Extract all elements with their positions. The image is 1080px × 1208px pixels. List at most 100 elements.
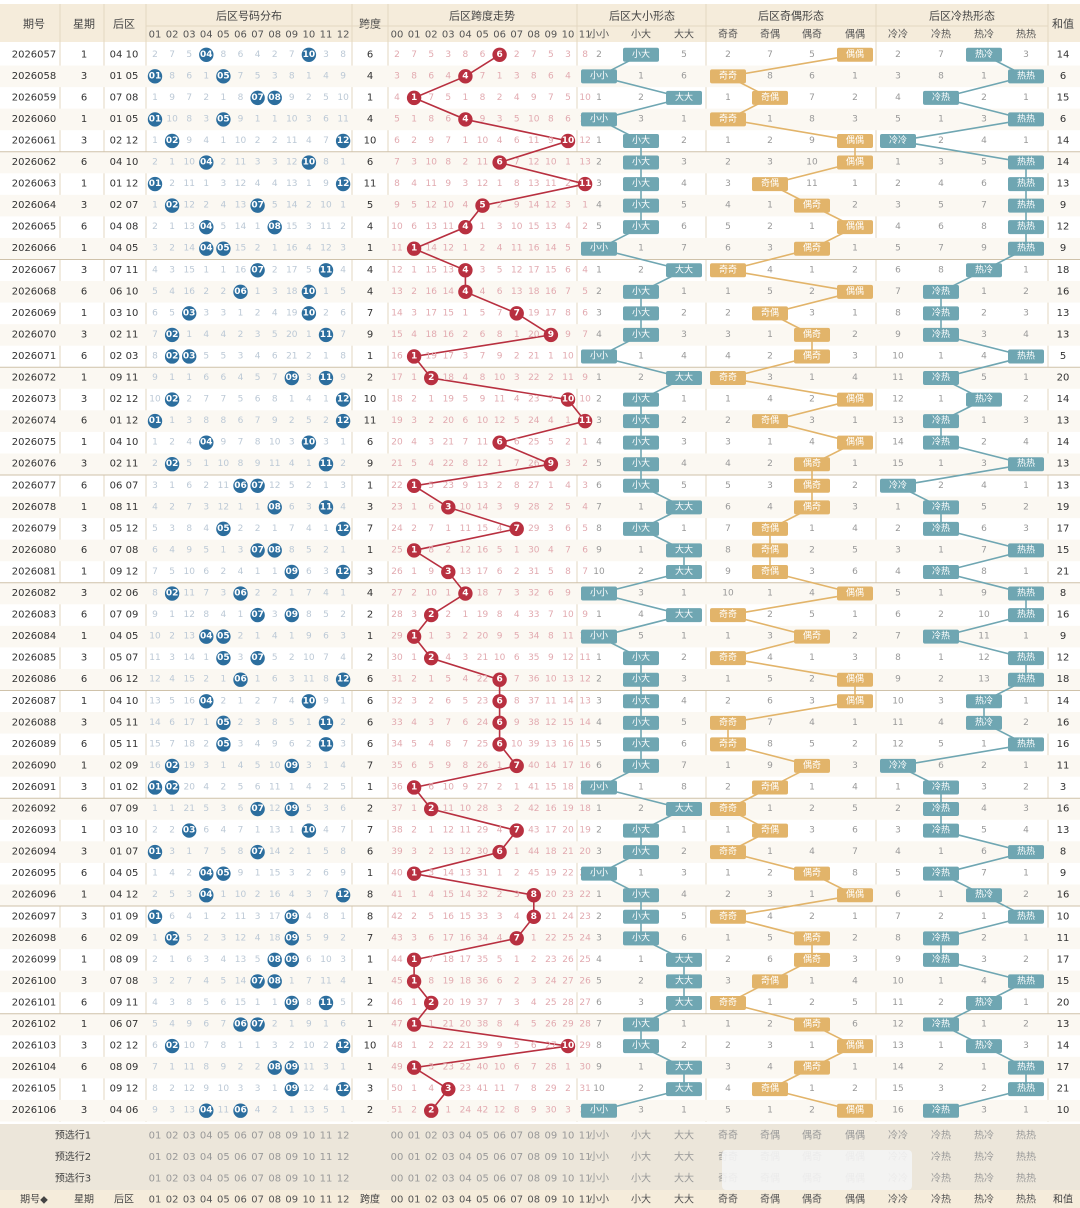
- drawn-number-ball: [284, 1060, 299, 1075]
- span-ball: [441, 500, 456, 515]
- dist-omission: 2: [203, 933, 209, 943]
- span-omission: 8: [480, 93, 486, 103]
- size-omission: 2: [638, 93, 644, 103]
- size-badge: [666, 608, 702, 623]
- dist-omission: 2: [169, 179, 175, 189]
- oddeven-omission: 1: [767, 114, 773, 124]
- span-omission: 12: [545, 201, 556, 211]
- dist-omission: 14: [149, 718, 161, 728]
- dist-omission: 7: [203, 395, 209, 405]
- span-omission: 42: [528, 804, 539, 814]
- hotcold-badge: [1008, 198, 1044, 213]
- footer-dist-col: 07: [251, 1195, 264, 1206]
- span-omission: 8: [514, 179, 520, 189]
- span-omission: 6: [480, 330, 486, 340]
- size-omission: 3: [638, 1106, 644, 1116]
- span-omission: 32: [391, 696, 402, 706]
- size-value: 小大: [632, 48, 650, 60]
- preselect-span: 00: [391, 1152, 404, 1163]
- drawn-number-ball: [250, 607, 265, 623]
- back-zone-cell: 09 11: [110, 373, 139, 384]
- dist-omission: 2: [203, 481, 209, 491]
- span-ball: [492, 694, 507, 709]
- span-omission: 47: [391, 1020, 402, 1030]
- dist-omission: 5: [169, 567, 175, 577]
- span-omission: 16: [562, 739, 574, 749]
- span-omission: 22: [443, 1041, 454, 1051]
- hotcold-badge: [923, 284, 959, 299]
- hotcold-badge: [1008, 349, 1044, 364]
- hotcold-omission: 1: [938, 545, 944, 555]
- size-value: 小小: [590, 350, 608, 361]
- drawn-number-ball: [199, 155, 214, 170]
- oddeven-value: 偶偶: [846, 393, 864, 405]
- weekday-cell: 1: [81, 631, 87, 642]
- hotcold-omission: 9: [981, 589, 987, 599]
- size-omission: 6: [596, 761, 602, 771]
- span-omission: 42: [477, 1106, 488, 1116]
- span-omission: 14: [528, 201, 540, 211]
- dist-omission: 11: [183, 1063, 194, 1073]
- drawn-number-ball: [284, 931, 299, 946]
- size-omission: 3: [681, 438, 687, 448]
- footer-weekday-header: 星期: [74, 1194, 94, 1206]
- dist-omission: 11: [218, 481, 229, 491]
- span-omission: 31: [391, 675, 402, 685]
- sum-cell: 12: [1057, 653, 1070, 664]
- size-col-header: 小大: [631, 28, 651, 41]
- span-value: 7: [514, 524, 520, 534]
- dist-omission: 1: [221, 136, 227, 146]
- hotcold-value: 热热: [1017, 242, 1035, 254]
- size-value: 小大: [632, 888, 650, 900]
- span-omission: 4: [445, 653, 451, 663]
- size-omission: 1: [596, 373, 602, 383]
- hotcold-value: 冷热: [932, 953, 950, 965]
- span-omission: 33: [477, 912, 488, 922]
- hotcold-omission: 2: [1023, 502, 1029, 512]
- size-value: 小大: [632, 759, 650, 771]
- period-cell: 2026102: [12, 1019, 57, 1030]
- span-omission: 5: [428, 50, 434, 60]
- span-cell: 6: [367, 674, 373, 685]
- span-cell: 8: [367, 911, 373, 922]
- footer-dist-col: 09: [285, 1195, 298, 1206]
- hotcold-omission: 9: [895, 955, 901, 965]
- hotcold-badge: [1008, 737, 1044, 752]
- span-omission: 22: [391, 481, 402, 491]
- oddeven-badge: [794, 866, 830, 881]
- period-cell: 2026106: [12, 1105, 57, 1116]
- drawn-number: 05: [217, 524, 230, 534]
- drawn-number-ball: [301, 823, 317, 838]
- span-ball: [577, 413, 593, 429]
- oddeven-value: 偶奇: [803, 759, 821, 771]
- dist-omission: 15: [149, 739, 160, 749]
- sum-cell: 15: [1057, 976, 1070, 987]
- span-omission: 20: [460, 1020, 472, 1030]
- size-omission: 1: [638, 869, 644, 879]
- span-omission: 9: [565, 330, 571, 340]
- oe-col-header: 偶偶: [845, 28, 865, 41]
- drawn-number-ball: [216, 521, 231, 537]
- dist-omission: 7: [272, 373, 278, 383]
- weekday-cell: 1: [81, 437, 87, 448]
- sum-cell: 13: [1057, 480, 1070, 491]
- weekday-cell: 6: [81, 868, 87, 879]
- span-omission: 4: [514, 610, 520, 620]
- hotcold-omission: 1: [938, 395, 944, 405]
- size-omission: 1: [638, 955, 644, 965]
- row-stripe: [0, 1099, 1080, 1122]
- dist-omission: 4: [255, 50, 261, 60]
- oddeven-omission: 4: [767, 502, 773, 512]
- footer-hc-col: 热冷: [974, 1193, 994, 1206]
- sum-cell: 13: [1057, 416, 1070, 427]
- span-omission: 5: [497, 265, 503, 275]
- hotcold-omission: 14: [892, 1063, 904, 1073]
- dist-omission: 10: [320, 201, 332, 211]
- span-omission: 2: [497, 890, 503, 900]
- span-omission: 13: [579, 696, 590, 706]
- hotcold-omission: 11: [892, 373, 903, 383]
- span-value: 1: [411, 244, 417, 254]
- size-badge: [623, 672, 659, 687]
- dist-omission: 1: [255, 675, 261, 685]
- oddeven-badge: [752, 1082, 788, 1097]
